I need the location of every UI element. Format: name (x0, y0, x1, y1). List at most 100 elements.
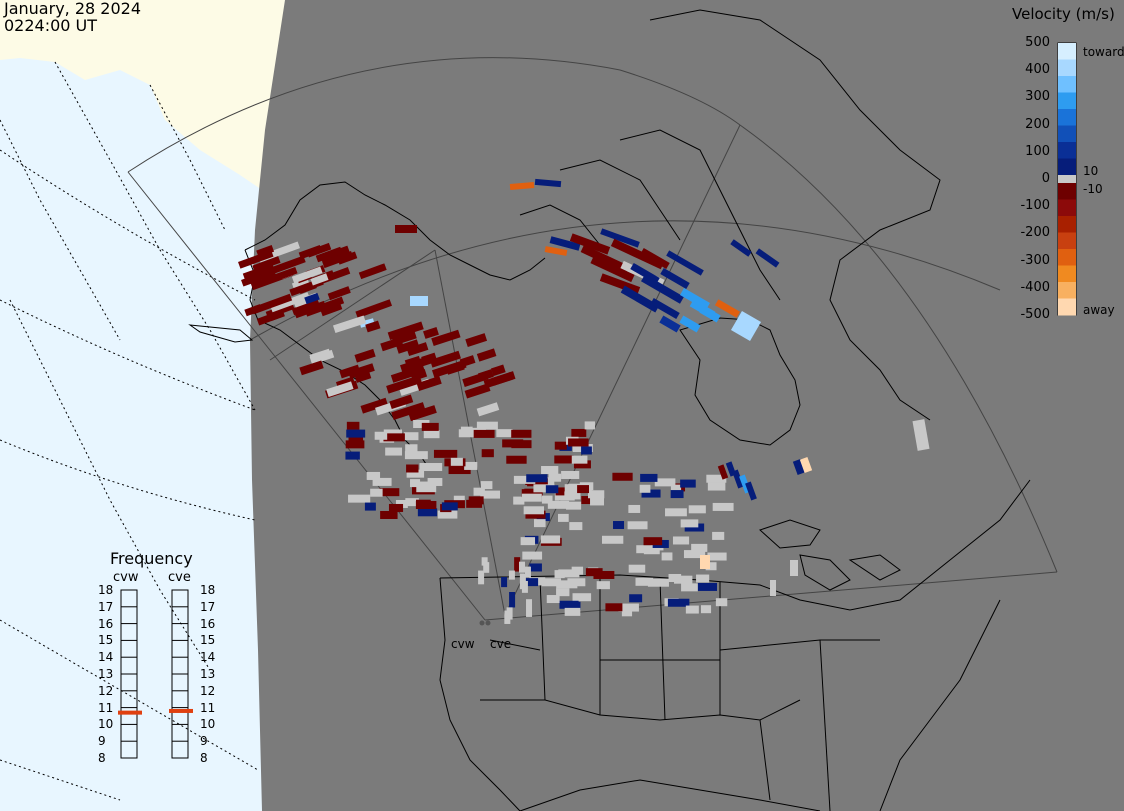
velocity-cell (557, 513, 569, 522)
frequency-scale-label: 14 (98, 650, 114, 665)
velocity-cell (571, 455, 588, 464)
velocity-cell (346, 429, 366, 438)
velocity-cell (464, 383, 491, 399)
colorbar-segment-toward (1058, 59, 1076, 77)
velocity-cell (600, 228, 640, 248)
velocity-cell (612, 472, 633, 481)
radar-site-label-cvw: cvw (451, 637, 475, 651)
velocity-cell (405, 498, 419, 507)
velocity-cell (684, 523, 705, 532)
velocity-cell (326, 381, 354, 397)
velocity-cell (256, 245, 275, 258)
frequency-scale-label: 18 (98, 583, 114, 597)
velocity-cell (502, 439, 524, 448)
velocity-cell (396, 339, 420, 354)
velocity-cell (545, 485, 559, 494)
velocity-cell (521, 493, 542, 502)
velocity-cell (674, 575, 693, 584)
velocity-cell (421, 422, 439, 431)
velocity-cell (620, 285, 660, 313)
velocity-cell (403, 432, 419, 441)
velocity-cell (354, 370, 372, 383)
frequency-scale-label: 13 (98, 667, 114, 681)
velocity-cell (390, 364, 426, 383)
velocity-cell (366, 471, 381, 480)
velocity-cell (639, 484, 651, 493)
velocity-cell (580, 244, 630, 274)
velocity-cell (410, 296, 428, 306)
velocity-cell (364, 502, 376, 511)
velocity-cell (462, 371, 489, 387)
velocity-cell (525, 510, 546, 519)
velocity-cell (730, 310, 762, 342)
velocity-cell (405, 444, 418, 453)
minus-ten-label: -10 (1083, 182, 1103, 196)
velocity-cell (481, 557, 488, 566)
velocity-cell (641, 274, 684, 304)
velocity-cell (912, 419, 930, 451)
velocity-cell (291, 266, 323, 284)
velocity-cell (529, 563, 542, 572)
frequency-scale-label: 8 (98, 751, 106, 765)
velocity-cell (423, 430, 440, 439)
velocity-cell (554, 455, 574, 464)
velocity-cell (696, 574, 710, 583)
velocity-tick-label: 200 (1025, 116, 1050, 132)
velocity-cell (244, 304, 263, 317)
velocity-cell (745, 481, 757, 501)
velocity-cell (490, 364, 506, 377)
velocity-cell (514, 557, 521, 572)
frequency-scale-label: 9 (200, 734, 208, 749)
velocity-cell (618, 603, 639, 612)
velocity-cell (345, 451, 360, 460)
velocity-cell (478, 570, 485, 585)
velocity-cell (291, 277, 310, 291)
velocity-cell (643, 537, 663, 546)
velocity-colorbar (1057, 42, 1077, 316)
velocity-cell (258, 263, 275, 276)
velocity-cell (554, 570, 565, 579)
velocity-cell (383, 433, 405, 442)
velocity-cell (561, 470, 580, 479)
date-label: January, 28 2024 (4, 0, 141, 18)
colorbar-segment-away (1058, 282, 1076, 299)
velocity-cell (697, 582, 717, 591)
velocity-cell (521, 580, 528, 593)
velocity-cell (590, 255, 635, 283)
velocity-cell (464, 461, 478, 470)
velocity-tick-label: -100 (1020, 198, 1050, 214)
velocity-cell (406, 342, 429, 357)
frequency-scale-label: 12 (200, 683, 216, 698)
velocity-cell (635, 577, 654, 586)
velocity-tick-label: 100 (1025, 143, 1050, 159)
velocity-cell (429, 350, 461, 368)
velocity-cell (770, 580, 776, 596)
velocity-cell (526, 599, 533, 617)
velocity-cell (387, 321, 424, 341)
colorbar-segment-away (1058, 298, 1076, 316)
velocity-cell (506, 607, 513, 620)
velocity-legend-title: Velocity (m/s) (1012, 5, 1115, 23)
velocity-cell (262, 266, 298, 286)
velocity-cell (667, 598, 690, 607)
velocity-cell (433, 449, 458, 458)
velocity-cell (501, 577, 508, 588)
frequency-scale-label: 14 (200, 650, 216, 665)
velocity-cell (370, 488, 383, 497)
velocity-cell (650, 297, 680, 320)
velocity-cell (534, 178, 562, 188)
velocity-cell (453, 495, 465, 504)
colorbar-segment-away (1058, 249, 1076, 266)
velocity-cell (565, 501, 582, 510)
velocity-cell (707, 552, 727, 561)
velocity-cell (564, 607, 581, 616)
frequency-scale-label: 18 (200, 583, 216, 597)
velocity-tick-label: -400 (1020, 279, 1050, 295)
radar-site-cvw (479, 620, 485, 626)
velocity-cell (518, 561, 525, 573)
colorbar-segment-toward (1058, 92, 1076, 110)
velocity-cell (408, 405, 437, 422)
night-region (250, 0, 1124, 811)
velocity-cell (346, 421, 360, 430)
colorbar-segment-away (1058, 265, 1076, 283)
